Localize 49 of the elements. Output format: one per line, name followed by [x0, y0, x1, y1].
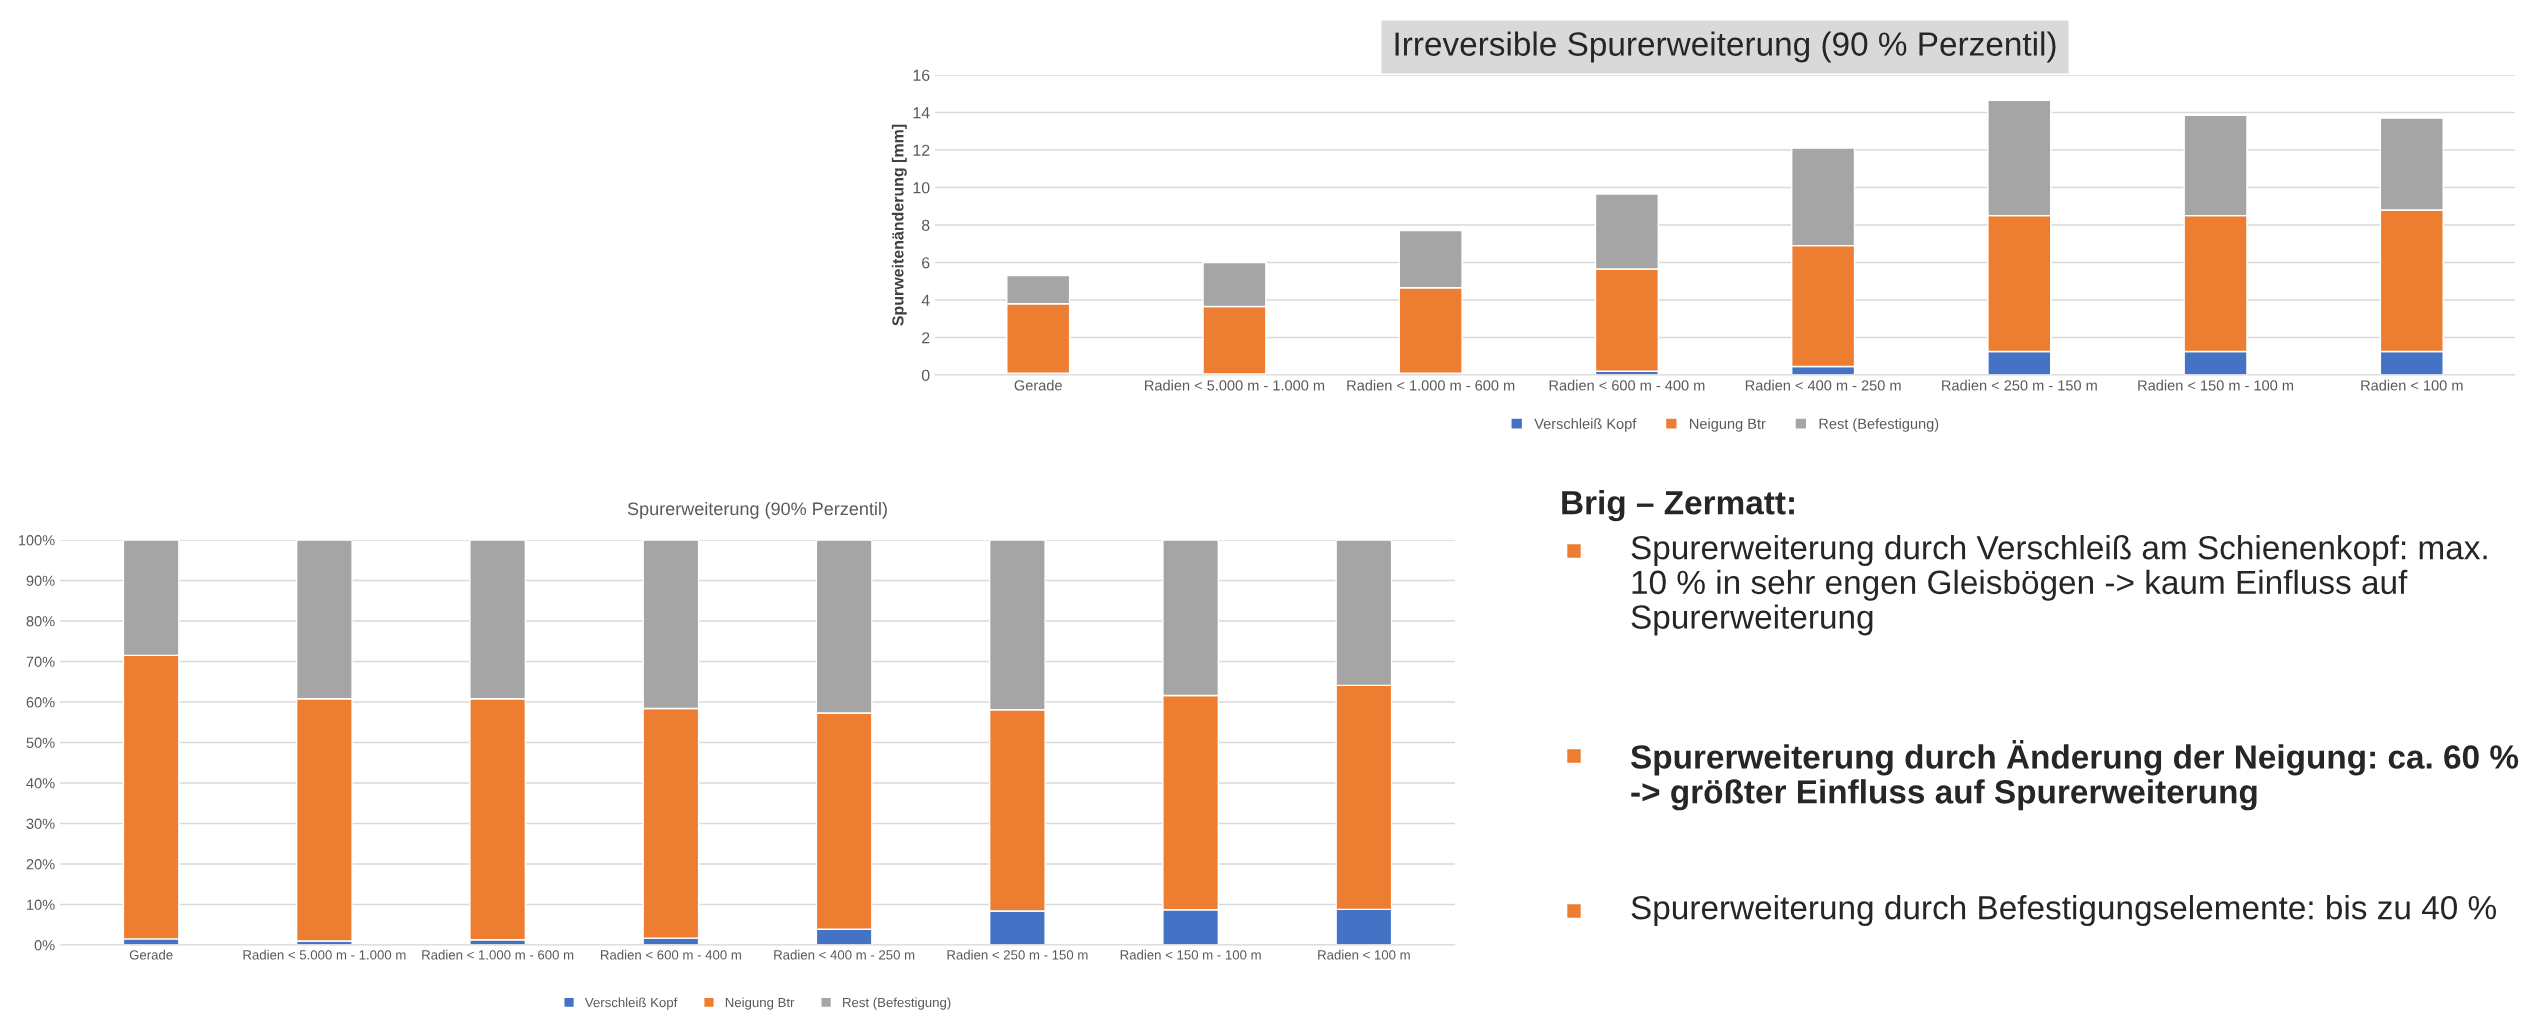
y-tick-label: 4	[921, 294, 930, 306]
y-tick-label: 90%	[26, 575, 55, 586]
x-tick-label: Radien < 1.000 m - 600 m	[422, 949, 574, 960]
y-tick-label: 14	[913, 107, 930, 119]
text: Brig – Zermatt:	[1562, 490, 1794, 522]
x-tick-label: Radien < 150 m - 100 m	[2138, 379, 2294, 391]
y-tick-label: 6	[922, 257, 930, 269]
y-tick-label: 30%	[26, 818, 55, 829]
y-tick-label: 20%	[26, 859, 55, 870]
legend-label: Rest (Befestigung)	[1819, 418, 1939, 432]
text: Spurerweiterung durch Befestigungselemente: bis zu 40 %	[1631, 895, 2496, 927]
y-tick-label: 0	[921, 369, 930, 381]
legend-label: Neigung Btr	[1690, 418, 1766, 432]
text: Spurerweiterung durch Verschleiß am Schienenkopf: max. 10 % in sehr engen Gleisbögen -> kaum Einfluss auf Spurerweiterung	[1631, 535, 2487, 636]
y-tick-label: 10%	[27, 899, 55, 910]
chart-title: Spurerweiterung (90% Perzentil)	[627, 501, 887, 519]
x-tick-label: Radien < 250 m - 150 m	[947, 949, 1088, 960]
y-tick-label: 0%	[34, 940, 55, 951]
x-tick-label: Radien < 1.000 m - 600 m	[1347, 379, 1515, 391]
legend-label: Verschleiß Kopf	[584, 997, 678, 1010]
y-tick-label: 70%	[26, 656, 55, 667]
y-tick-label: 60%	[26, 697, 55, 708]
y-tick-label: 50%	[26, 737, 55, 748]
x-tick-label: Gerade	[1014, 379, 1062, 391]
x-tick-label: Radien < 5.000 m - 1.000 m	[1145, 379, 1325, 391]
y-tick-label: 80%	[26, 616, 55, 627]
y-tick-label: 16	[913, 69, 930, 81]
x-tick-label: Radien < 150 m - 100 m	[1120, 949, 1261, 960]
x-tick-label: Radien < 400 m - 250 m	[1745, 379, 1901, 391]
text: Spurerweiterung durch Änderung der Neigung: ca. 60 % -> größter Einfluss auf Spurerweiterung	[1630, 740, 2519, 811]
x-tick-label: Gerade	[129, 949, 173, 960]
x-tick-label: Radien < 400 m - 250 m	[774, 949, 915, 960]
y-tick-label: 12	[913, 144, 930, 156]
x-tick-label: Radien < 5.000 m - 1.000 m	[243, 949, 406, 960]
y-tick-label: 40%	[26, 778, 55, 789]
y-tick-label: 8	[921, 219, 930, 231]
y-axis-title: Spurweitenänderung [mm]	[891, 124, 907, 326]
x-tick-label: Radien < 100 m	[1318, 949, 1410, 960]
y-tick-label: 10	[913, 182, 930, 194]
x-tick-label: Radien < 600 m - 400 m	[601, 949, 741, 960]
legend-label: Verschleiß Kopf	[1534, 418, 1637, 432]
y-tick-label: 2	[922, 332, 930, 344]
x-tick-label: Radien < 100 m	[2361, 379, 2463, 391]
x-tick-label: Radien < 250 m - 150 m	[1942, 379, 2097, 391]
legend-label: Neigung Btr	[725, 997, 795, 1010]
x-tick-label: Radien < 600 m - 400 m	[1549, 379, 1705, 391]
legend-label: Rest (Befestigung)	[843, 997, 951, 1010]
y-tick-label: 100%	[18, 535, 55, 546]
chart-title: Irreversible Spurerweiterung (90 % Perzentil)	[1395, 31, 2056, 63]
